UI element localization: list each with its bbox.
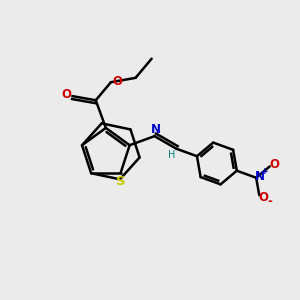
Text: O: O bbox=[61, 88, 71, 101]
Text: O: O bbox=[269, 158, 279, 171]
Text: S: S bbox=[116, 175, 126, 188]
Text: N: N bbox=[151, 123, 161, 136]
Text: O: O bbox=[259, 191, 269, 204]
Text: O: O bbox=[112, 75, 122, 88]
Text: +: + bbox=[261, 167, 269, 176]
Text: H: H bbox=[168, 150, 176, 160]
Text: -: - bbox=[267, 195, 272, 208]
Text: N: N bbox=[255, 170, 265, 183]
